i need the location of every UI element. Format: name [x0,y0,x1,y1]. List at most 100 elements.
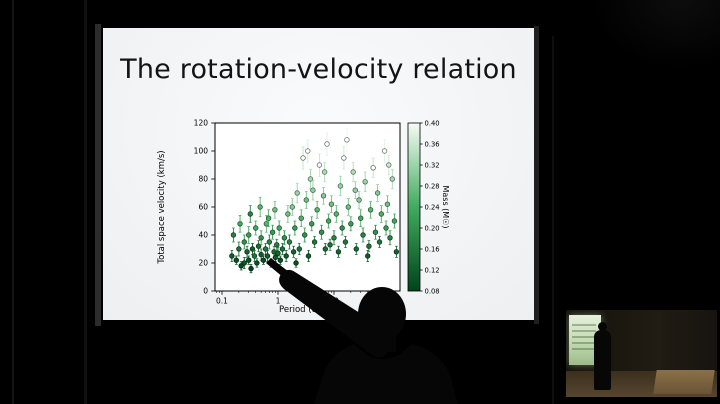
data-point [254,260,260,266]
data-point [358,215,364,221]
projected-slide: The rotation-velocity relation 0 20 40 60 80… [103,28,534,320]
y-tick-label: 40 [198,231,208,240]
data-point [290,249,297,255]
data-point [279,246,286,252]
data-point [302,232,308,238]
data-point [248,265,254,272]
data-point [244,249,250,255]
data-point [384,201,391,207]
data-point [311,239,318,245]
data-point [387,235,393,241]
colorbar-tick-label: 0.20 [425,224,440,232]
data-point [229,253,235,259]
data-point [327,242,333,248]
data-point [233,257,239,263]
scatter-plot: 0 20 40 60 80 100 120 0.1 1 10 100 0.40 0.36 0.32 0.28… [150,113,450,318]
data-point [258,235,264,241]
colorbar-tick-label: 0.12 [425,266,440,274]
colorbar-label: Mass (M☉) [441,186,450,229]
data-point [269,229,276,235]
data-point [246,232,252,238]
data-point [328,201,335,207]
x-tick-label: 100 [383,297,398,306]
data-point [305,253,312,259]
data-point [285,211,291,217]
data-point [372,229,379,235]
wall-shadow-line [12,0,14,404]
data-point [303,197,309,203]
presenter-neck [366,326,396,352]
data-point [275,250,281,256]
data-point [294,190,300,196]
x-axis-label: Period (days) [279,305,335,315]
data-point [366,243,372,249]
data-point [237,221,243,227]
data-point [344,137,350,143]
presenter-body [314,344,458,404]
data-point [345,204,351,210]
data-point [376,239,383,245]
data-point [383,225,389,231]
data-point [298,215,304,221]
data-point [362,179,368,185]
data-point [325,218,332,224]
data-point [260,257,267,263]
data-point [230,232,237,238]
data-point [367,207,374,213]
data-point [255,243,262,249]
data-point [356,197,362,203]
data-point [286,239,293,245]
data-point [331,235,337,241]
data-point [393,249,400,255]
colorbar-tick-label: 0.28 [425,182,440,190]
data-point [266,239,273,245]
pip-desk [653,370,715,394]
data-point [314,207,320,213]
data-point [386,162,392,168]
wall-shadow-line [552,36,554,404]
data-point [274,242,280,248]
colorbar-tick-label: 0.08 [425,287,440,295]
data-point [348,221,354,227]
data-point [337,183,344,189]
pip-camera-view [565,309,718,398]
pip-presenter [594,322,611,390]
y-tick-label: 20 [198,259,208,268]
data-point [352,187,358,193]
data-point [263,221,270,227]
data-point [305,148,311,154]
data-point [241,260,247,266]
colorbar-tick-label: 0.24 [425,203,440,211]
data-point [296,246,302,252]
data-point [320,193,327,199]
data-point [281,235,288,241]
data-point [370,165,376,171]
data-point [277,257,284,263]
data-point [339,225,345,231]
y-tick-label: 100 [194,147,209,156]
data-point [265,215,272,221]
data-point [389,176,396,182]
data-point [374,190,381,196]
wall-shadow-line [84,0,87,404]
data-point [264,253,271,259]
data-point [309,221,315,227]
data-point [289,204,295,210]
pip-screen-content [572,324,596,354]
data-point [378,211,385,217]
data-point [272,207,278,213]
x-tick-label: 0.1 [216,297,228,306]
projector-screen-edge [95,24,101,326]
colorbar-tick-label: 0.16 [425,245,440,253]
wall-glow [590,0,720,70]
data-point [300,155,306,161]
data-point [283,253,289,259]
data-point [253,225,259,231]
data-point [257,204,263,210]
y-tick-label: 120 [194,119,209,128]
data-point [251,253,258,259]
data-point [276,225,282,231]
y-tick-label: 60 [198,203,208,212]
